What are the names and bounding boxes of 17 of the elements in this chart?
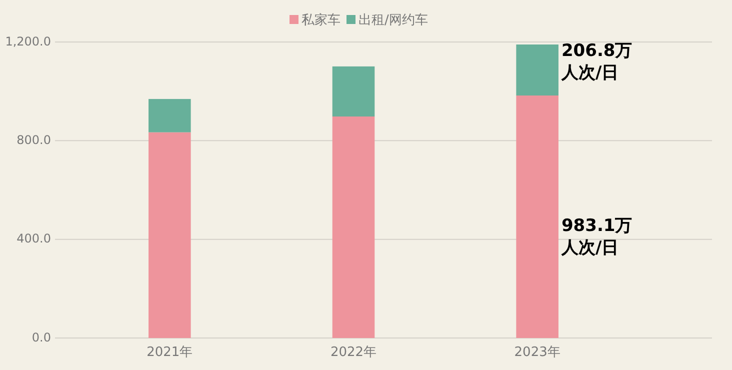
legend-label: 私家车 bbox=[302, 12, 340, 28]
y-tick-label: 0.0 bbox=[32, 330, 51, 344]
annotation: 206.8万人次/日 bbox=[560, 40, 632, 83]
bar bbox=[332, 66, 375, 116]
x-tick-label: 2022年 bbox=[330, 345, 377, 360]
y-tick-label: 800.0 bbox=[16, 132, 51, 147]
y-tick-label: 400.0 bbox=[16, 232, 51, 246]
bar bbox=[516, 44, 558, 96]
bar bbox=[332, 116, 375, 338]
x-tick-label: 2021年 bbox=[146, 345, 193, 360]
bar bbox=[516, 96, 558, 338]
bar bbox=[148, 132, 191, 338]
x-tick-label: 2023年 bbox=[514, 345, 560, 360]
y-tick-label: 1,200.0 bbox=[5, 34, 51, 48]
bar bbox=[148, 98, 191, 132]
annotation: 983.1万人次/日 bbox=[560, 215, 632, 258]
legend-label: 出租/网约车 bbox=[358, 13, 428, 28]
